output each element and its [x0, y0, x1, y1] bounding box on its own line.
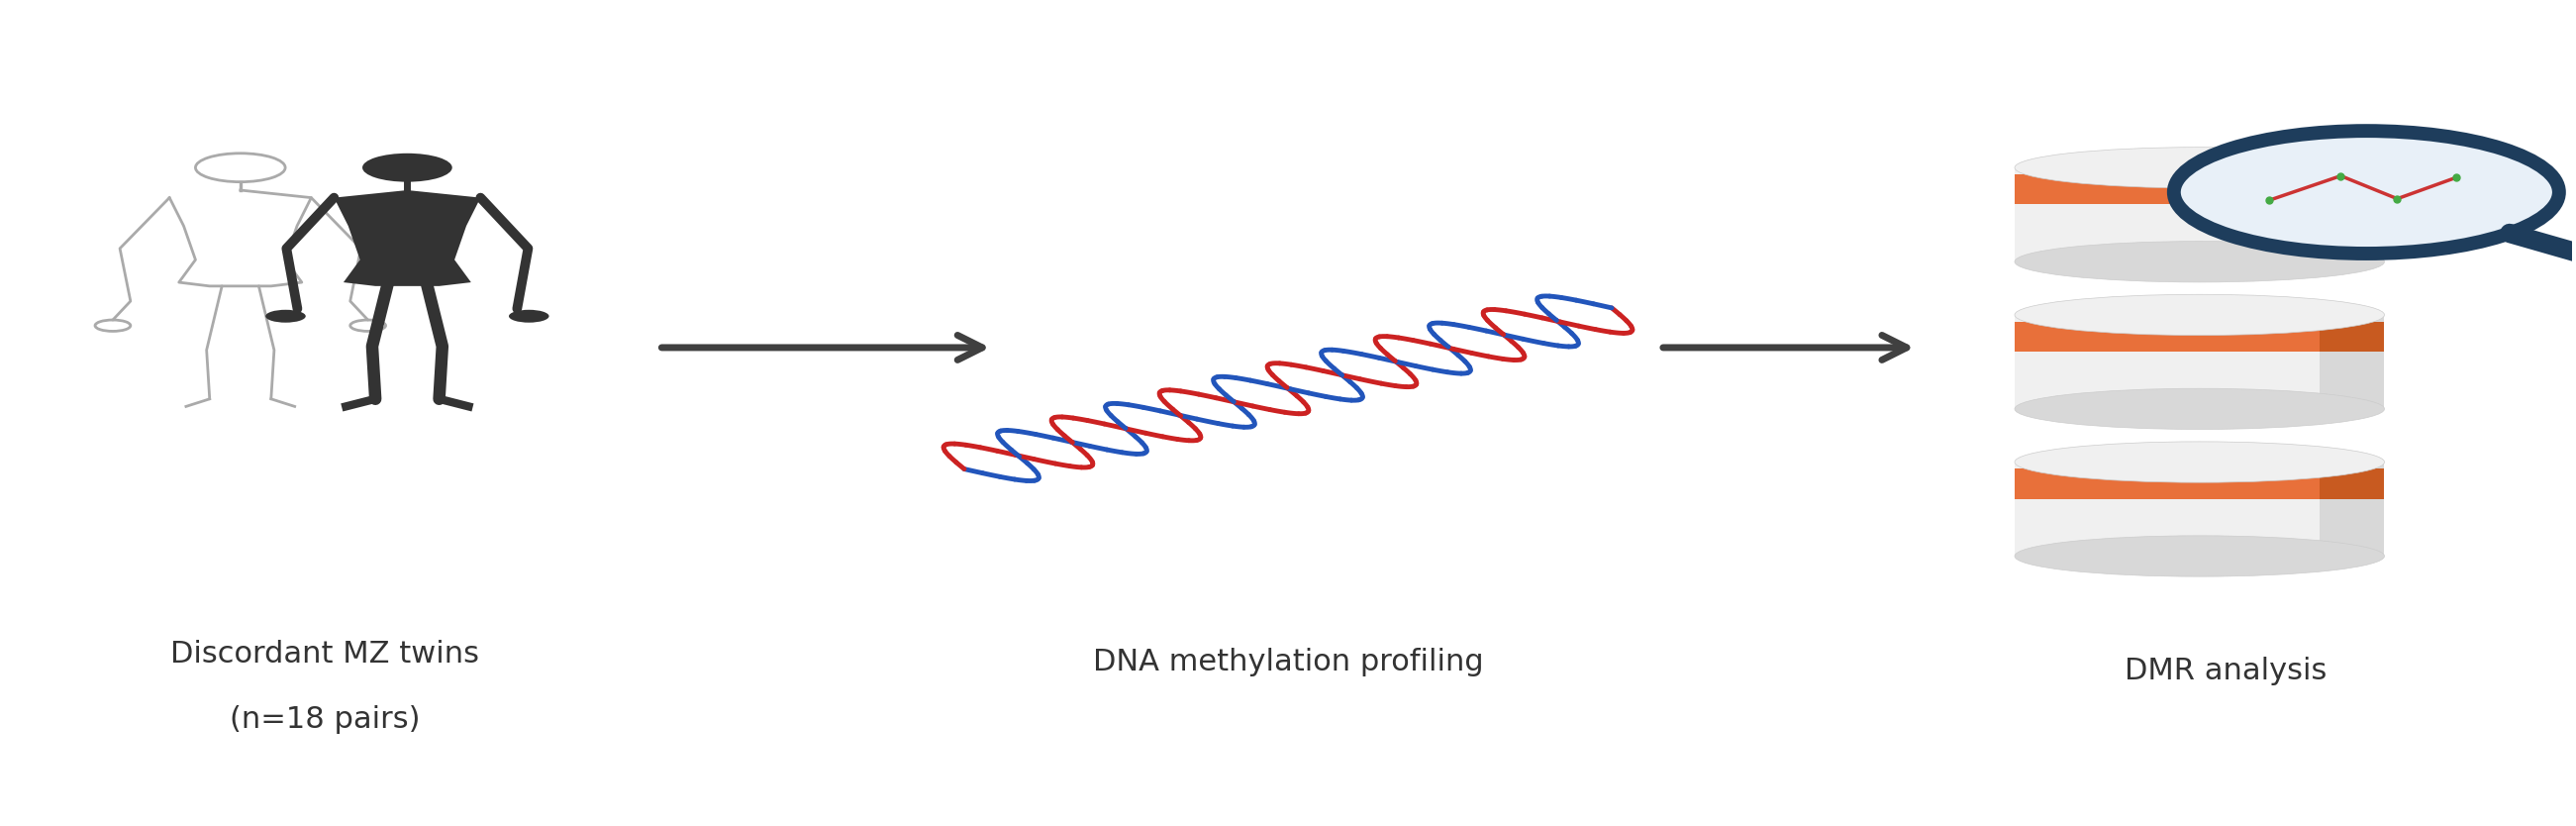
- Text: DNA methylation profiling: DNA methylation profiling: [1092, 648, 1484, 676]
- Polygon shape: [2014, 321, 2385, 352]
- Polygon shape: [2321, 174, 2385, 204]
- Polygon shape: [335, 190, 482, 286]
- Ellipse shape: [2014, 294, 2385, 335]
- Polygon shape: [2321, 168, 2385, 262]
- Polygon shape: [2321, 321, 2385, 352]
- Polygon shape: [2321, 462, 2385, 556]
- Polygon shape: [2014, 462, 2385, 556]
- Text: (n=18 pairs): (n=18 pairs): [229, 705, 420, 734]
- Polygon shape: [2014, 174, 2385, 204]
- Circle shape: [363, 154, 453, 182]
- Circle shape: [2174, 131, 2558, 254]
- Polygon shape: [2014, 168, 2385, 262]
- Polygon shape: [2321, 315, 2385, 409]
- Ellipse shape: [2014, 147, 2385, 188]
- Polygon shape: [2321, 468, 2385, 499]
- Ellipse shape: [2014, 388, 2385, 430]
- Text: DMR analysis: DMR analysis: [2125, 656, 2326, 685]
- Circle shape: [510, 310, 549, 323]
- Polygon shape: [2014, 468, 2385, 499]
- Ellipse shape: [2014, 241, 2385, 282]
- Ellipse shape: [2014, 442, 2385, 482]
- Polygon shape: [2014, 315, 2385, 409]
- Text: Discordant MZ twins: Discordant MZ twins: [170, 640, 479, 668]
- Circle shape: [265, 310, 307, 323]
- Ellipse shape: [2014, 536, 2385, 577]
